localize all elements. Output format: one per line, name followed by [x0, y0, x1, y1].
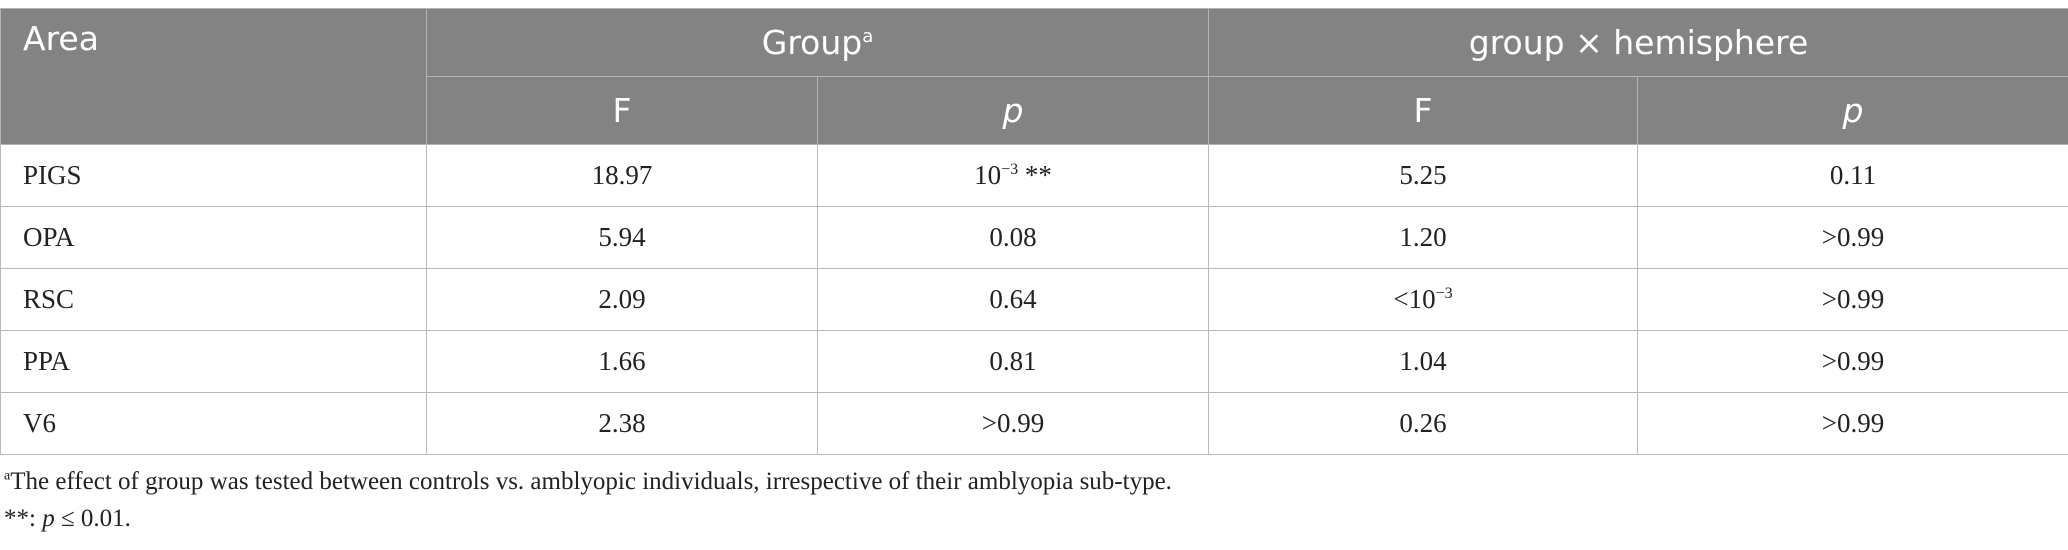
table-row: OPA 5.94 0.08 1.20 >0.99 [0, 206, 2068, 269]
interaction-f-cell: <10−3 [1208, 268, 1638, 331]
footnote-b-variable: p [42, 505, 55, 532]
group-header: Groupa [426, 8, 1209, 77]
header-row-1: Area Groupa group × hemisphere [0, 8, 2068, 145]
footnote-b-rest: ≤ 0.01. [54, 505, 131, 532]
area-cell: PPA [0, 330, 427, 393]
group-p-cell: 0.64 [817, 268, 1209, 331]
interaction-f-cell: 1.04 [1208, 330, 1638, 393]
interaction-f-cell: 0.26 [1208, 392, 1638, 455]
footnote-b-prefix: **: [4, 505, 43, 532]
group-p-header-label: p [1002, 91, 1024, 130]
group-p-header: p [817, 76, 1209, 145]
footnote-significance: **: p ≤ 0.01. [4, 500, 1172, 537]
group-f-cell: 18.97 [426, 144, 818, 207]
table-row: RSC 2.09 0.64 <10−3 >0.99 [0, 268, 2068, 331]
group-p-cell: >0.99 [817, 392, 1209, 455]
group-p-cell: 0.08 [817, 206, 1209, 269]
area-cell: PIGS [0, 144, 427, 207]
interaction-f-exponent: −3 [1435, 285, 1453, 302]
interaction-p-cell: 0.11 [1636, 144, 2068, 207]
group-f-cell: 1.66 [426, 330, 818, 393]
area-cell: OPA [0, 206, 427, 269]
table-row: V6 2.38 >0.99 0.26 >0.99 [0, 392, 2068, 455]
table-row: PIGS 18.97 10−3 ** 5.25 0.11 [0, 144, 2068, 207]
table-row: PPA 1.66 0.81 1.04 >0.99 [0, 330, 2068, 393]
interaction-p-cell: >0.99 [1636, 392, 2068, 455]
interaction-p-cell: >0.99 [1636, 268, 2068, 331]
footnote-a-text: The effect of group was tested between c… [10, 468, 1172, 495]
group-p-exponent: −3 [1001, 161, 1019, 178]
interaction-f-base: <10 [1393, 284, 1436, 314]
group-p-significance: ** [1018, 160, 1052, 190]
interaction-p-cell: >0.99 [1636, 206, 2068, 269]
interaction-f-cell: 5.25 [1208, 144, 1638, 207]
area-header: Area [0, 8, 427, 145]
footnote-a-mark: a [4, 468, 11, 484]
group-p-cell: 10−3 ** [817, 144, 1209, 207]
group-p-base: 10 [974, 160, 1002, 190]
group-f-header: F [426, 76, 818, 145]
table-footnotes: aThe effect of group was tested between … [4, 463, 1172, 537]
group-f-cell: 2.38 [426, 392, 818, 455]
group-f-cell: 2.09 [426, 268, 818, 331]
footnote-a: aThe effect of group was tested between … [4, 463, 1172, 500]
interaction-p-header: p [1636, 76, 2068, 145]
group-p-cell: 0.81 [817, 330, 1209, 393]
interaction-f-cell: 1.20 [1208, 206, 1638, 269]
interaction-header: group × hemisphere [1207, 8, 2068, 77]
interaction-p-cell: >0.99 [1636, 330, 2068, 393]
header-row-2: F p F p [1, 76, 2068, 145]
area-cell: RSC [0, 268, 427, 331]
group-f-cell: 5.94 [426, 206, 818, 269]
interaction-p-header-label: p [1842, 91, 1864, 130]
area-cell: V6 [0, 392, 427, 455]
results-table: Area Groupa group × hemisphere F p F p P… [0, 8, 2068, 455]
group-note-mark: a [862, 26, 874, 47]
interaction-f-header: F [1208, 76, 1638, 145]
group-header-label: Group [761, 23, 863, 62]
